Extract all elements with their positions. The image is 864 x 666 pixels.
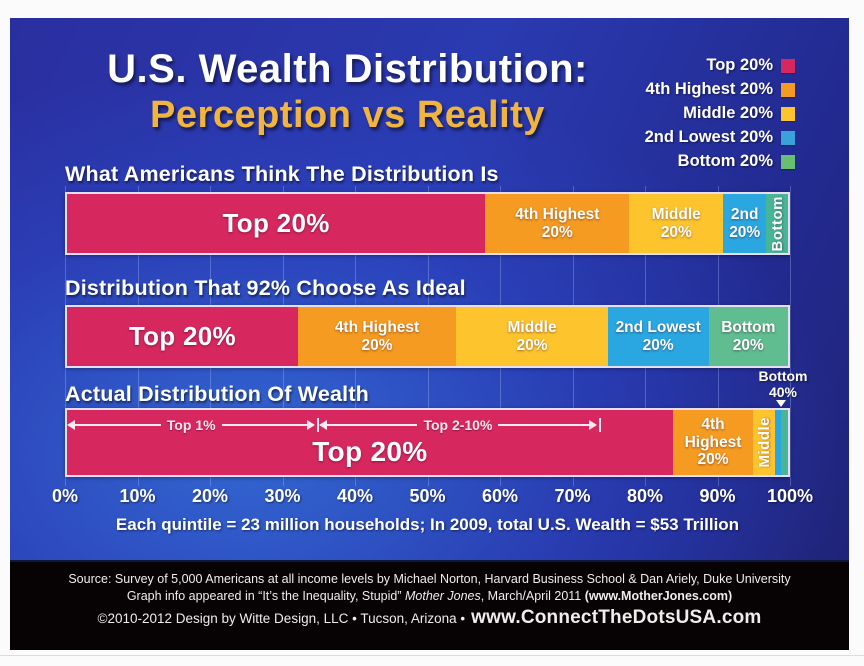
range-arrow-label: Top 2-10%	[423, 417, 493, 433]
x-axis-tick: 70%	[554, 486, 591, 506]
range-arrow: Top 2-10%	[319, 417, 601, 433]
segment-label: 4th Highest 20%	[515, 205, 600, 241]
legend-item-2nd-lowest20: 2nd Lowest 20%	[645, 128, 795, 147]
segment-label: Bottom	[768, 195, 786, 252]
bottom-40-annotation: Bottom 40%	[743, 368, 823, 400]
x-axis-tick: 20%	[191, 486, 229, 506]
segment-label: Top 20%	[222, 207, 330, 238]
section-heading-actual: Actual Distribution Of Wealth	[65, 382, 370, 406]
footer-attribution-date: , March/April 2011	[480, 589, 585, 603]
segment-label: Middle 20%	[651, 205, 701, 241]
x-axis-tick: 10%	[119, 486, 156, 506]
footer-attribution-line: Graph info appeared in “It’s the Inequal…	[10, 589, 849, 603]
segment-4th-highest-20: 4th Highest 20%	[672, 410, 754, 475]
footer-credit-line: ©2010-2012 Design by Witte Design, LLC •…	[10, 607, 849, 629]
footer-attribution-prefix: Graph info appeared in “It’s the Inequal…	[126, 589, 405, 603]
legend-label: 4th Highest 20%	[645, 80, 773, 98]
segment-bottom-20: Bottom 20%	[708, 307, 788, 366]
arrowhead-right-icon	[588, 420, 597, 430]
legend-swatch-4th-highest20	[781, 82, 795, 97]
down-arrow-icon	[776, 400, 786, 407]
arrowhead-left-icon	[67, 420, 75, 430]
segment-2nd-lowest-20: 2nd Lowest 20%	[607, 307, 709, 366]
legend-label: Bottom 20%	[677, 152, 773, 170]
wealth-distribution-infographic: U.S. Wealth Distribution: Perception vs …	[10, 18, 849, 650]
x-axis-tick: 100%	[766, 486, 814, 506]
legend-item-bottom20: Bottom 20%	[645, 152, 795, 171]
x-axis-tick: 50%	[409, 486, 446, 506]
page-title: U.S. Wealth Distribution:	[107, 47, 588, 91]
footer-design-credit: ©2010-2012 Design by Witte Design, LLC •…	[97, 610, 466, 626]
segment-2nd-lowest-20	[775, 410, 781, 475]
segment-4th-highest-20: 4th Highest 20%	[297, 307, 457, 366]
bar-perceived-distribution: Top 20% 4th Highest 20% Middle 20% 2nd 20% Bott…	[65, 192, 790, 255]
segment-top-20: Top 20%	[67, 194, 486, 253]
arrowhead-right-icon	[307, 420, 316, 430]
segment-label: Middle 20%	[507, 318, 557, 354]
legend: Top 20% 4th Highest 20% Middle 20% 2nd L…	[645, 56, 795, 176]
footer-publication-name: Mother Jones	[405, 589, 481, 603]
segment-4th-highest-20: 4th Highest 20%	[485, 194, 630, 253]
arrow-line	[221, 424, 308, 426]
footer-motherjones-url: (www.MotherJones.com)	[584, 589, 733, 603]
legend-label: Middle 20%	[683, 104, 773, 122]
x-axis-tick: 40%	[336, 486, 374, 506]
range-arrow-label: Top 1%	[166, 417, 216, 433]
footer-connectthedots-url: www.ConnectTheDotsUSA.com	[471, 607, 762, 628]
arrowhead-left-icon	[319, 420, 328, 430]
range-arrow: Top 1%	[67, 417, 320, 433]
arrow-line	[327, 424, 418, 426]
segment-top-20: Top 1% Top 2-10% Top 20%	[67, 410, 673, 475]
chart-note: Each quintile = 23 million households; I…	[115, 515, 740, 534]
footer-source-line: Source: Survey of 5,000 Americans at all…	[68, 572, 791, 586]
legend-swatch-top20	[781, 58, 795, 73]
legend-item-top20: Top 20%	[645, 56, 795, 75]
page-subtitle: Perception vs Reality	[150, 94, 545, 137]
chart-background: U.S. Wealth Distribution: Perception vs …	[10, 18, 849, 560]
arrow-line	[75, 424, 161, 426]
x-axis-tick: 30%	[264, 486, 301, 506]
x-axis-tick: 0%	[51, 486, 79, 506]
legend-swatch-middle20	[781, 106, 795, 121]
section-heading-ideal: Distribution That 92% Choose As Ideal	[65, 276, 466, 300]
legend-swatch-bottom20	[781, 154, 795, 169]
bottom-40-label-line1: Bottom	[758, 368, 808, 384]
legend-swatch-2nd-lowest20	[781, 130, 795, 145]
x-axis-tick: 80%	[626, 486, 664, 506]
arrow-line	[498, 424, 589, 426]
segment-middle-20: Middle 20%	[629, 194, 724, 253]
legend-label: Top 20%	[706, 56, 773, 74]
segment-label: 4th Highest 20%	[684, 415, 742, 469]
segment-middle-20: Middle	[753, 410, 775, 475]
arrow-line	[317, 418, 320, 432]
bottom-40-label-line2: 40%	[768, 384, 798, 401]
segment-middle-20: Middle 20%	[456, 307, 608, 366]
legend-item-middle20: Middle 20%	[645, 104, 795, 123]
segment-label: Bottom 20%	[721, 318, 776, 354]
segment-label: Top 20%	[128, 320, 236, 351]
segment-label: Middle	[755, 417, 773, 468]
bar-ideal-distribution: Top 20% 4th Highest 20% Middle 20% 2nd Lowest…	[65, 305, 790, 368]
arrow-line	[598, 418, 601, 432]
segment-label: Top 20%	[312, 436, 428, 468]
title-block: U.S. Wealth Distribution: Perception vs …	[55, 46, 640, 138]
bar-actual-distribution: Top 1% Top 2-10% Top 20% 4th Highest 20% Middl…	[65, 408, 790, 477]
segment-top-20: Top 20%	[67, 307, 298, 366]
segment-label: 2nd 20%	[729, 205, 761, 241]
x-axis-tick: 90%	[699, 486, 736, 506]
section-heading-perceived: What Americans Think The Distribution Is	[65, 162, 499, 186]
segment-label: 4th Highest 20%	[334, 318, 420, 354]
segment-bottom-20	[780, 410, 788, 475]
segment-bottom-20: Bottom	[766, 194, 788, 253]
segment-2nd-lowest-20: 2nd 20%	[723, 194, 767, 253]
legend-label: 2nd Lowest 20%	[644, 128, 773, 146]
legend-item-4th-highest20: 4th Highest 20%	[645, 80, 795, 99]
photo-edge-line	[0, 655, 864, 656]
segment-label: 2nd Lowest 20%	[615, 318, 701, 354]
gridline	[790, 186, 791, 486]
footer: Source: Survey of 5,000 Americans at all…	[10, 560, 849, 650]
x-axis-tick: 60%	[481, 486, 519, 506]
